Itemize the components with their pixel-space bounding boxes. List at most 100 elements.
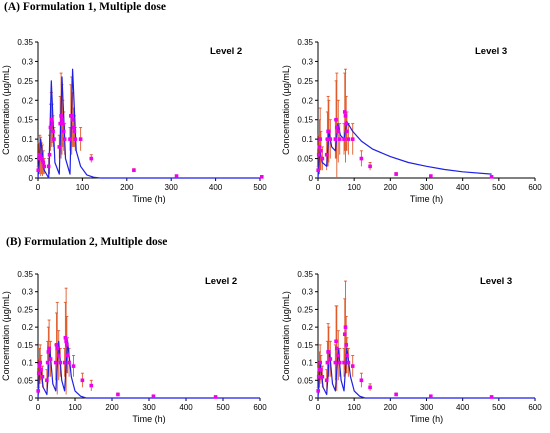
data-point xyxy=(319,367,323,372)
data-point xyxy=(320,156,325,161)
data-point xyxy=(67,360,71,365)
data-point xyxy=(342,110,347,114)
y-tick-label: 0.2 xyxy=(22,323,34,332)
data-point xyxy=(41,160,46,165)
x-tick-label: 200 xyxy=(384,183,398,192)
x-tick-label: 0 xyxy=(36,183,41,192)
x-tick-label: 400 xyxy=(179,403,193,412)
y-tick-label: 0 xyxy=(309,174,314,183)
data-point xyxy=(36,389,40,393)
data-point xyxy=(325,137,330,141)
data-point xyxy=(78,137,83,141)
data-point xyxy=(116,392,120,397)
data-point xyxy=(318,360,322,365)
data-point xyxy=(47,152,52,157)
data-point xyxy=(70,117,75,122)
data-point xyxy=(394,172,398,176)
y-tick-label: 0.2 xyxy=(302,96,314,105)
data-point xyxy=(71,364,76,368)
data-point xyxy=(489,395,494,399)
data-point xyxy=(132,168,136,173)
data-point xyxy=(55,346,60,351)
x-tick-label: 300 xyxy=(165,183,179,192)
data-point xyxy=(342,332,347,337)
data-point xyxy=(335,346,339,351)
x-axis-label: Time (h) xyxy=(410,194,443,204)
x-tick-label: 600 xyxy=(528,183,542,192)
data-point xyxy=(64,339,68,344)
data-point xyxy=(80,378,85,383)
data-point xyxy=(65,353,70,358)
data-point xyxy=(62,137,67,141)
data-point xyxy=(344,121,349,126)
data-point xyxy=(429,394,433,399)
data-point xyxy=(345,129,349,134)
data-point xyxy=(316,168,320,173)
y-tick-label: 0.3 xyxy=(22,57,34,66)
panel-title: Level 2 xyxy=(205,276,237,287)
data-point xyxy=(61,121,65,126)
data-point xyxy=(89,383,94,388)
y-tick-label: 0.1 xyxy=(22,135,34,144)
data-point xyxy=(68,137,72,141)
data-point xyxy=(328,357,333,361)
y-tick-label: 0.05 xyxy=(297,155,313,164)
y-tick-label: 0.3 xyxy=(302,57,314,66)
x-tick-label: 100 xyxy=(347,183,361,192)
y-axis-label: Concentration (µg/mL) xyxy=(1,65,11,155)
data-point xyxy=(342,360,346,365)
x-axis-label: Time (h) xyxy=(132,194,165,204)
data-point xyxy=(52,137,56,141)
data-point xyxy=(60,117,64,122)
data-point xyxy=(46,164,51,169)
section-title-formulation-1: (A) Formulation 1, Multiple dose xyxy=(4,1,166,13)
x-tick-label: 300 xyxy=(420,403,434,412)
x-axis-label: Time (h) xyxy=(132,414,165,424)
x-tick-label: 500 xyxy=(492,403,506,412)
model-curve xyxy=(37,68,260,179)
data-point xyxy=(342,137,346,141)
data-point xyxy=(335,125,339,130)
data-point xyxy=(72,129,77,134)
data-point xyxy=(54,343,59,347)
data-point xyxy=(316,389,320,393)
x-tick-label: 600 xyxy=(528,403,542,412)
y-tick-label: 0.2 xyxy=(302,323,314,332)
x-tick-label: 100 xyxy=(347,403,361,412)
data-point xyxy=(336,129,341,134)
data-point xyxy=(45,360,50,365)
x-tick-label: 600 xyxy=(253,403,267,412)
data-point xyxy=(38,154,43,159)
data-point xyxy=(317,145,322,149)
y-tick-label: 0.05 xyxy=(17,376,33,385)
x-tick-label: 300 xyxy=(142,403,156,412)
x-tick-label: 100 xyxy=(76,183,90,192)
y-tick-label: 0.05 xyxy=(297,376,313,385)
y-tick-label: 0 xyxy=(29,174,34,183)
data-point xyxy=(36,371,41,375)
data-point xyxy=(350,364,355,368)
y-axis-label: Concentration (µg/mL) xyxy=(281,65,291,155)
data-point xyxy=(328,137,333,141)
data-point xyxy=(346,137,351,141)
y-tick-label: 0.25 xyxy=(297,77,313,86)
data-point xyxy=(89,156,94,161)
data-point xyxy=(320,374,325,379)
x-tick-label: 400 xyxy=(456,403,470,412)
y-tick-label: 0 xyxy=(309,394,314,403)
y-axis-label: Concentration (µg/mL) xyxy=(281,291,291,381)
data-point xyxy=(324,378,329,383)
data-point xyxy=(42,164,47,169)
data-point xyxy=(71,125,76,130)
chart-formulation-2-level-3: 0 0.05 0.1 0.15 0.2 0.25 0.3 0.35 0 100 200 300 400 5… xyxy=(281,270,542,424)
data-point xyxy=(63,335,68,340)
x-tick-label: 300 xyxy=(420,183,434,192)
y-tick-label: 0.2 xyxy=(22,96,34,105)
data-point xyxy=(37,364,42,368)
x-tick-label: 200 xyxy=(105,403,119,412)
data-point xyxy=(62,360,67,365)
y-tick-label: 0.35 xyxy=(297,38,313,47)
data-point xyxy=(325,360,330,365)
data-point xyxy=(47,346,51,351)
data-point xyxy=(319,149,323,153)
